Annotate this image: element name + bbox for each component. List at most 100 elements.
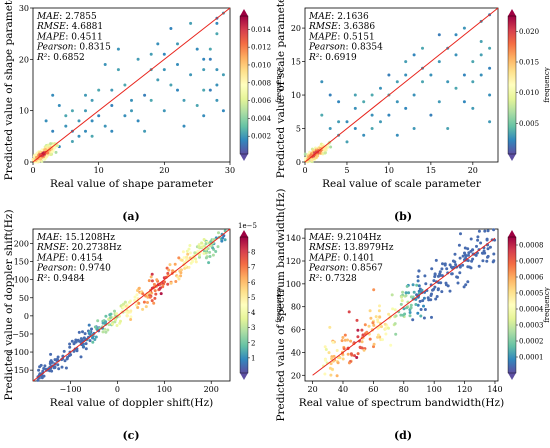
colorbar-tick-label: 0.010 — [251, 61, 271, 69]
band-point — [186, 252, 190, 256]
data-point — [471, 80, 475, 84]
colorbar-tick-label: 0.0005 — [519, 290, 544, 298]
stat-value: 4.6881 — [72, 22, 104, 32]
data-point — [70, 140, 74, 143]
band-point — [391, 307, 395, 311]
cluster-point — [49, 153, 53, 157]
stat-value: 2.1636 — [337, 12, 369, 22]
band-point — [430, 267, 434, 271]
stat-value: 0.9740 — [79, 264, 111, 274]
colorbar-bottom-arrow — [508, 373, 516, 380]
x-tick-label: 0 — [115, 385, 120, 394]
band-point — [88, 330, 92, 334]
stat-value: 0.9484 — [53, 274, 85, 284]
data-point — [471, 60, 475, 64]
band-point — [202, 238, 206, 241]
band-point — [372, 323, 376, 327]
stat-name: MAPE — [308, 253, 338, 263]
x-tick-label: 140 — [487, 385, 502, 394]
panel-b: 0 5 10 15 20 0 5 10 15 20 Real value of scale para… — [275, 0, 550, 223]
band-point — [448, 289, 452, 293]
band-point — [42, 367, 46, 370]
band-point — [136, 289, 139, 292]
band-point — [68, 342, 72, 346]
stat-line: MAPE: 0.5151 — [308, 32, 375, 42]
x-tick-label: 40 — [338, 385, 348, 394]
band-point — [336, 361, 340, 365]
data-point — [345, 120, 349, 124]
data-point — [362, 133, 366, 137]
band-point — [166, 271, 170, 275]
band-point — [155, 278, 159, 282]
band-point — [146, 295, 150, 299]
band-point — [141, 307, 145, 311]
band-point — [200, 245, 204, 249]
stat-value: 0.6919 — [325, 53, 357, 63]
band-point — [41, 369, 45, 373]
band-point — [464, 283, 468, 287]
band-point — [150, 299, 154, 303]
data-point — [116, 68, 120, 72]
colorbar-tick-label: 4 — [251, 309, 256, 317]
band-point — [476, 238, 480, 242]
stat-name: MAPE — [308, 32, 338, 42]
band-point — [323, 372, 327, 376]
colorbar-gradient — [239, 236, 249, 374]
stat-name: MAE — [308, 233, 332, 243]
band-point — [461, 254, 465, 258]
data-point — [136, 57, 140, 61]
stat-name: RMSE — [308, 243, 338, 253]
y-tick-label: −150 — [7, 366, 29, 375]
band-point — [453, 252, 457, 256]
colorbar-label: frequency — [543, 287, 550, 323]
band-point — [462, 285, 466, 289]
band-point — [463, 251, 466, 255]
band-point — [403, 312, 407, 316]
band-point — [115, 312, 119, 316]
band-point — [200, 241, 204, 245]
band-point — [362, 348, 366, 352]
data-point — [189, 73, 193, 77]
band-point — [135, 303, 138, 307]
data-point — [110, 88, 114, 92]
band-point — [372, 288, 376, 292]
stat-value: 0.5151 — [343, 32, 375, 42]
band-point — [204, 256, 208, 260]
band-point — [331, 340, 335, 344]
data-point — [320, 80, 324, 84]
x-tick-label: 20 — [159, 166, 169, 175]
band-point — [416, 275, 420, 279]
scatter-points — [303, 13, 492, 164]
band-point — [72, 342, 76, 346]
data-point — [97, 88, 101, 92]
data-point — [162, 109, 166, 113]
band-point — [189, 261, 193, 265]
band-point — [420, 288, 424, 292]
band-point — [394, 332, 398, 336]
band-point — [384, 327, 388, 331]
band-point — [416, 279, 420, 283]
cluster-point — [310, 158, 314, 162]
band-point — [483, 229, 487, 233]
band-point — [208, 250, 212, 254]
x-axis-label: Real value of scale parameter — [322, 178, 482, 190]
band-point — [328, 325, 332, 329]
band-point — [464, 256, 468, 260]
cluster-point — [312, 157, 316, 161]
data-point — [90, 134, 94, 138]
band-point — [108, 313, 112, 317]
band-point — [411, 283, 415, 287]
band-point — [479, 241, 483, 245]
data-point — [328, 93, 332, 97]
band-point — [355, 356, 359, 359]
band-point — [94, 335, 98, 339]
band-point — [355, 318, 359, 322]
band-point — [104, 314, 108, 318]
x-tick-label: 100 — [157, 385, 172, 394]
colorbar-label: frequency — [275, 287, 283, 323]
band-point — [443, 262, 447, 266]
data-point — [221, 109, 225, 113]
colorbar-tick-label: 0.0007 — [519, 258, 544, 266]
data-point — [195, 104, 199, 107]
data-point — [202, 114, 206, 118]
